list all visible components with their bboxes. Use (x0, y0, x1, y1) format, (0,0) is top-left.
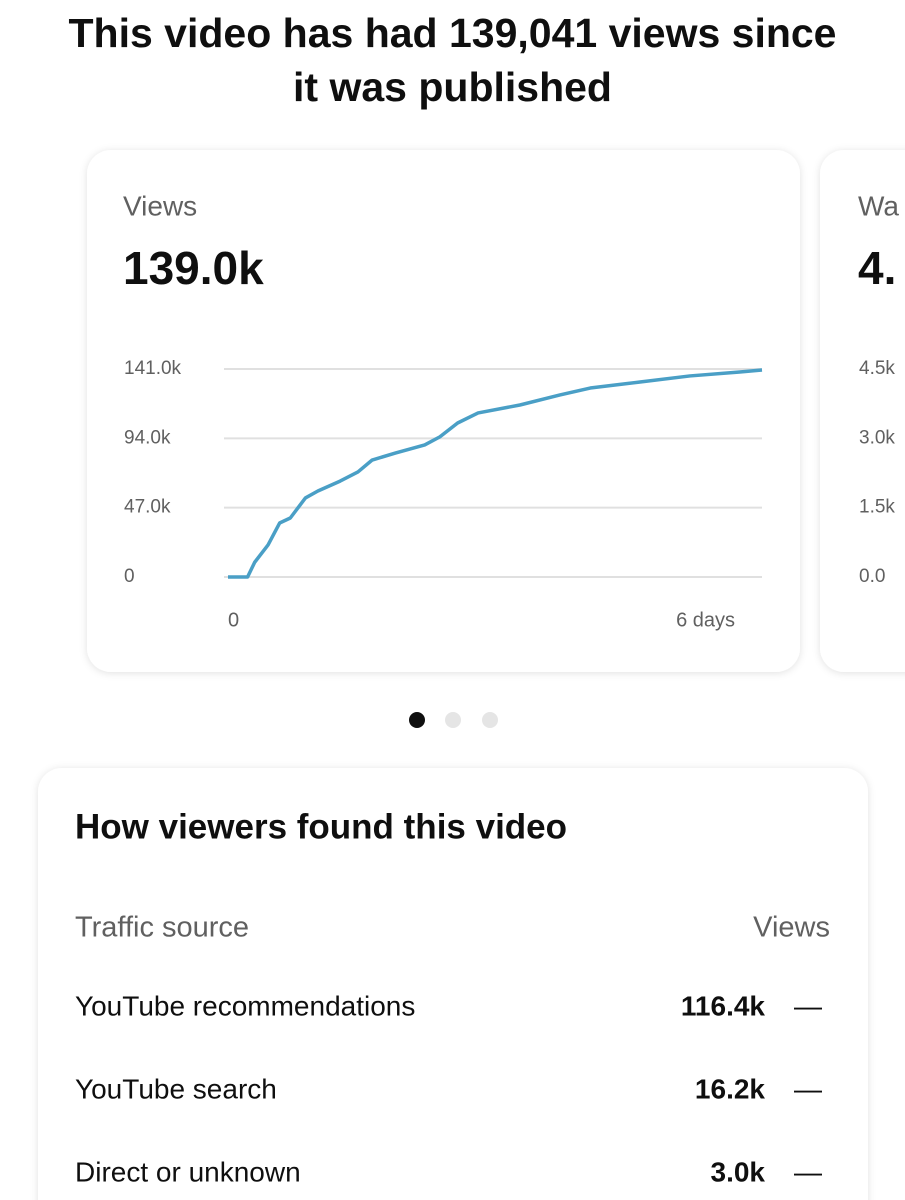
source-views: 3.0k (711, 1156, 766, 1187)
card-headline: 139.0k (123, 242, 264, 294)
x-tick-label: 0 (228, 609, 239, 631)
card-title: Views (123, 190, 197, 221)
source-trend: — (794, 990, 822, 1021)
traffic-card (38, 768, 868, 1200)
card-headline: 4. (858, 242, 896, 294)
source-name: YouTube search (75, 1073, 277, 1104)
y-tick-label: 94.0k (124, 427, 171, 448)
page-title: This video has had 139,041 views since i… (68, 10, 837, 110)
traffic-title: How viewers found this video (75, 807, 567, 846)
column-header: Views (753, 912, 830, 944)
y-tick-label: 0 (124, 566, 135, 587)
y-tick-label: 47.0k (124, 497, 171, 518)
source-name: Direct or unknown (75, 1156, 301, 1187)
page-dot[interactable] (445, 712, 461, 728)
source-trend: — (794, 1073, 822, 1104)
source-trend: — (794, 1156, 822, 1187)
x-tick-label: 6 days (676, 609, 735, 631)
source-views: 16.2k (695, 1073, 765, 1104)
page-dot[interactable] (409, 712, 425, 728)
column-header: Traffic source (75, 912, 249, 944)
source-name: YouTube recommendations (75, 990, 415, 1021)
source-views: 116.4k (681, 990, 766, 1021)
watch-card[interactable] (820, 150, 905, 672)
y-tick-label: 3.0k (859, 427, 895, 448)
y-tick-label: 0.0 (859, 566, 885, 587)
card-title: Wa (858, 190, 899, 221)
series-line (228, 368, 763, 579)
y-tick-label: 1.5k (859, 497, 895, 518)
views-card[interactable] (87, 150, 800, 672)
page-dot[interactable] (482, 712, 498, 728)
y-tick-label: 141.0k (124, 358, 182, 379)
y-tick-label: 4.5k (859, 358, 895, 379)
